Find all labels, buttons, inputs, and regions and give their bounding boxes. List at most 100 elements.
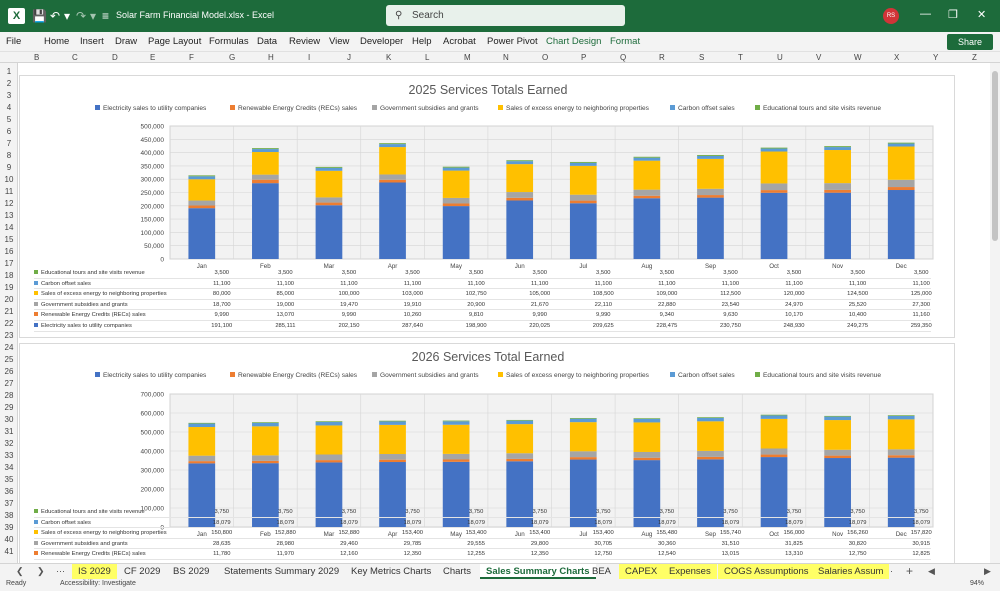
col-header-s[interactable]: S	[699, 53, 705, 62]
tab-capex[interactable]: CAPEX	[619, 564, 664, 579]
menu-insert[interactable]: Insert	[80, 36, 104, 47]
tab-prev-icon[interactable]: ❮	[16, 566, 24, 576]
row-header-22[interactable]: 22	[4, 319, 14, 328]
col-header-u[interactable]: U	[777, 53, 783, 62]
avatar[interactable]: RS	[883, 8, 899, 24]
vertical-scrollbar[interactable]	[990, 63, 1000, 563]
col-header-i[interactable]: I	[308, 53, 311, 62]
row-header-27[interactable]: 27	[4, 379, 14, 388]
menu-chart-design[interactable]: Chart Design	[546, 36, 602, 47]
row-header-36[interactable]: 36	[4, 487, 14, 496]
row-header-16[interactable]: 16	[4, 247, 14, 256]
col-header-d[interactable]: D	[112, 53, 118, 62]
menu-power-pivot[interactable]: Power Pivot	[487, 36, 538, 47]
tab-cogs-assumptions[interactable]: COGS Assumptions	[718, 564, 815, 579]
menu-help[interactable]: Help	[412, 36, 432, 47]
row-header-25[interactable]: 25	[4, 355, 14, 364]
menu-formulas[interactable]: Formulas	[209, 36, 249, 47]
tab-charts[interactable]: Charts	[443, 566, 471, 577]
restore-icon[interactable]: ❐	[948, 9, 958, 21]
add-sheet-icon[interactable]: +	[906, 564, 914, 578]
tab-more-left-icon[interactable]: ⋯	[56, 566, 65, 576]
menu-page-layout[interactable]: Page Layout	[148, 36, 202, 47]
col-header-v[interactable]: V	[816, 53, 822, 62]
save-icon[interactable]: 💾	[32, 9, 47, 23]
tab-is-2029[interactable]: IS 2029	[72, 564, 117, 579]
row-header-21[interactable]: 21	[4, 307, 14, 316]
row-header-15[interactable]: 15	[4, 235, 14, 244]
col-header-w[interactable]: W	[854, 53, 862, 62]
menu-view[interactable]: View	[329, 36, 350, 47]
row-header-28[interactable]: 28	[4, 391, 14, 400]
share-button[interactable]: Share	[947, 34, 993, 50]
row-header-34[interactable]: 34	[4, 463, 14, 472]
col-header-y[interactable]: Y	[933, 53, 939, 62]
row-header-2[interactable]: 2	[6, 79, 12, 88]
menu-data[interactable]: Data	[257, 36, 278, 47]
col-header-j[interactable]: J	[347, 53, 351, 62]
col-header-k[interactable]: K	[386, 53, 392, 62]
row-header-39[interactable]: 39	[4, 523, 14, 532]
col-header-z[interactable]: Z	[972, 53, 977, 62]
row-header-24[interactable]: 24	[4, 343, 14, 352]
row-header-12[interactable]: 12	[4, 199, 14, 208]
row-header-23[interactable]: 23	[4, 331, 14, 340]
col-header-p[interactable]: P	[581, 53, 587, 62]
row-header-30[interactable]: 30	[4, 415, 14, 424]
close-icon[interactable]: ✕	[977, 9, 987, 21]
search-box[interactable]: ⚲ Search	[386, 5, 625, 26]
row-header-17[interactable]: 17	[4, 259, 14, 268]
minimize-icon[interactable]: —	[920, 8, 931, 20]
row-header-10[interactable]: 10	[4, 175, 14, 184]
row-header-29[interactable]: 29	[4, 403, 14, 412]
menu-draw[interactable]: Draw	[115, 36, 138, 47]
chart-2026[interactable]: 2026 Services Total Earned Electricity sa…	[19, 343, 955, 563]
col-header-f[interactable]: F	[189, 53, 194, 62]
row-header-26[interactable]: 26	[4, 367, 14, 376]
hscroll-left-icon[interactable]: ◀	[928, 566, 935, 576]
menu-review[interactable]: Review	[289, 36, 321, 47]
zoom-level[interactable]: 94%	[970, 580, 985, 587]
row-header-31[interactable]: 31	[4, 427, 14, 436]
tab-statements-summary-2029[interactable]: Statements Summary 2029	[224, 566, 340, 577]
col-header-r[interactable]: R	[659, 53, 665, 62]
menu-home[interactable]: Home	[44, 36, 70, 47]
tab-key-metrics-charts[interactable]: Key Metrics Charts	[351, 566, 432, 577]
row-header-20[interactable]: 20	[4, 295, 14, 304]
scroll-thumb[interactable]	[992, 71, 998, 241]
col-header-b[interactable]: B	[34, 53, 40, 62]
col-header-e[interactable]: E	[150, 53, 156, 62]
row-header-1[interactable]: 1	[6, 67, 12, 76]
col-header-o[interactable]: O	[542, 53, 549, 62]
row-header-6[interactable]: 6	[6, 127, 12, 136]
col-header-n[interactable]: N	[503, 53, 509, 62]
tab-salaries-assum[interactable]: Salaries Assum	[812, 564, 890, 579]
redo-dropdown-icon[interactable]: ▾	[90, 9, 97, 23]
tab-sales-summary-charts[interactable]: Sales Summary Charts	[480, 564, 596, 579]
row-header-5[interactable]: 5	[6, 115, 12, 124]
worksheet[interactable]: 2025 Services Totals Earned Electricity s…	[19, 63, 990, 563]
menu-acrobat[interactable]: Acrobat	[443, 36, 476, 47]
row-header-19[interactable]: 19	[4, 283, 14, 292]
row-header-37[interactable]: 37	[4, 499, 14, 508]
hscroll-right-icon[interactable]: ▶	[984, 566, 991, 576]
col-header-m[interactable]: M	[464, 53, 471, 62]
chart-2025[interactable]: 2025 Services Totals Earned Electricity s…	[19, 75, 955, 338]
row-header-4[interactable]: 4	[6, 103, 12, 112]
row-header-32[interactable]: 32	[4, 439, 14, 448]
row-header-11[interactable]: 11	[4, 187, 14, 196]
row-header-18[interactable]: 18	[4, 271, 14, 280]
menu-file[interactable]: File	[6, 36, 22, 47]
customize-qat-icon[interactable]: ≡	[102, 9, 110, 23]
row-header-13[interactable]: 13	[4, 211, 14, 220]
row-header-3[interactable]: 3	[6, 91, 12, 100]
row-header-35[interactable]: 35	[4, 475, 14, 484]
row-header-7[interactable]: 7	[6, 139, 12, 148]
col-header-q[interactable]: Q	[620, 53, 627, 62]
tab-expenses[interactable]: Expenses	[663, 564, 717, 579]
row-header-8[interactable]: 8	[6, 151, 12, 160]
col-header-g[interactable]: G	[229, 53, 236, 62]
accessibility-status[interactable]: Accessibility: Investigate	[60, 580, 136, 587]
tab-bs-2029[interactable]: BS 2029	[173, 566, 210, 577]
tab-next-icon[interactable]: ❯	[37, 566, 45, 576]
